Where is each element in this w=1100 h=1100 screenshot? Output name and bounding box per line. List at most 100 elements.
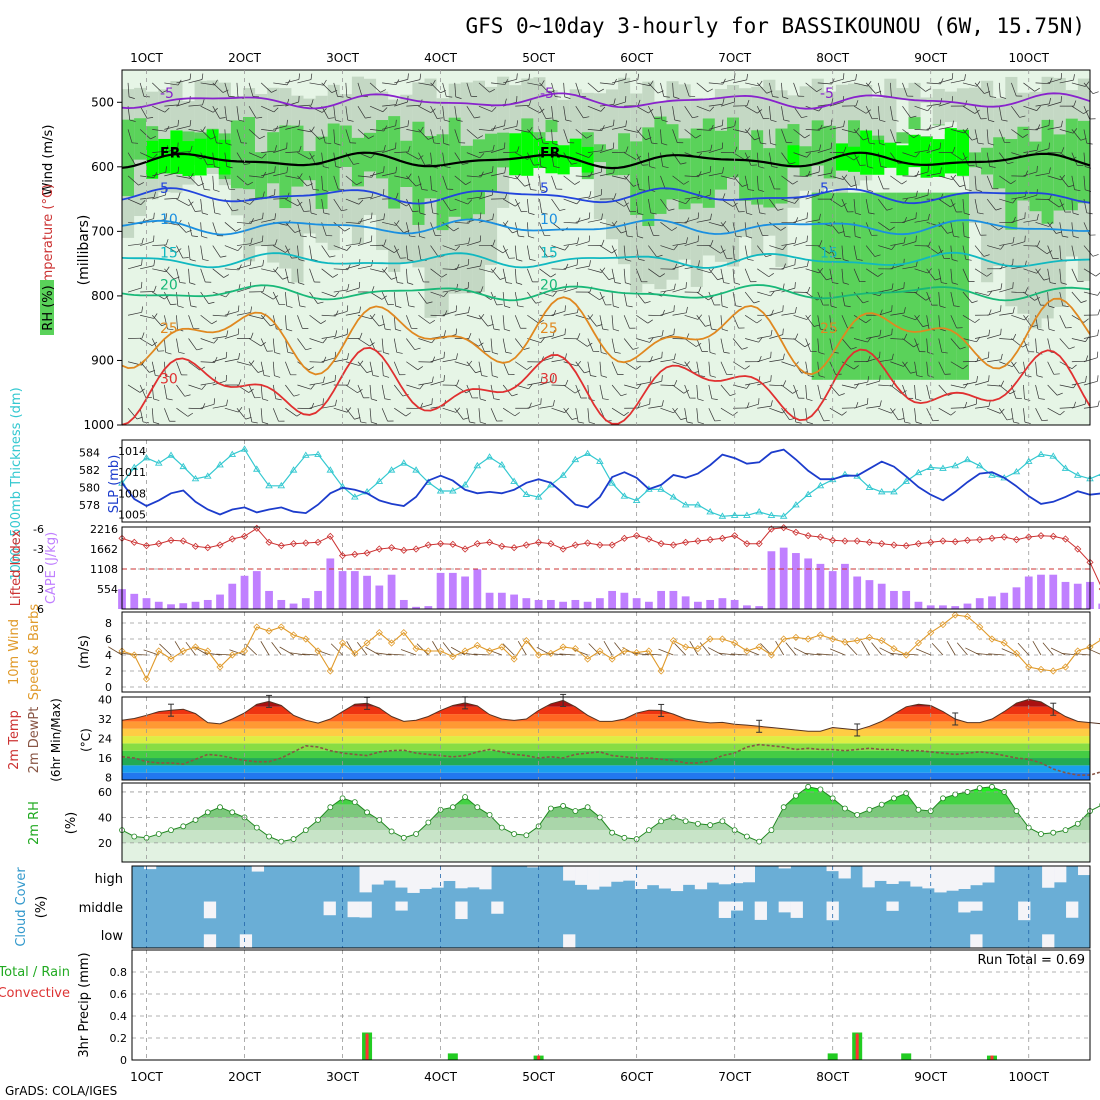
thickness-point [632,496,641,504]
wind-barb [418,403,432,409]
wind-barb [188,407,203,410]
wind-barb [720,384,731,396]
wind-barb [672,384,685,394]
wind-barb [475,370,482,374]
wind-barb [412,210,419,213]
cloud-gap [670,866,684,892]
wind-barb [504,119,506,126]
wind-barb [770,119,777,123]
wind-barb [347,379,351,386]
wind-barb [224,358,239,363]
wind-barb [346,305,349,312]
wind-barb [928,144,930,151]
rh-cell [339,125,353,167]
wind-barb [745,381,759,386]
wind-barb [153,259,156,266]
wind-barb [817,125,832,130]
wind-barb [200,291,209,304]
thickness-tick-label: 580 [79,482,100,495]
rh-cell [618,133,631,176]
wind-barb [720,222,731,234]
wind-barb [1023,129,1038,131]
wind-barb [611,407,625,416]
slp-line [121,448,1100,516]
wind-barb [554,96,562,98]
lifted-index-point [694,537,702,545]
wind-barb [385,328,392,331]
isotherm-label: FR [540,145,561,161]
wind-barb [684,408,688,423]
wind-barb [539,380,553,386]
wind-barb [442,129,445,144]
wind-barb [333,129,336,144]
wind-barb [698,286,702,293]
wind-barb [310,212,317,215]
wind-barb [805,338,811,352]
wind-barb [625,259,632,262]
wind-barb [772,96,779,98]
wind-barb [1022,343,1028,348]
wind-barb [1038,398,1045,400]
wind-barb [769,198,778,211]
lifted-index-tick-label: 0 [37,563,44,576]
rh-point [854,811,861,818]
wind-barb [200,314,212,325]
wind-barb [807,286,811,293]
wind-speed-point [767,651,775,659]
wind-barb [660,245,674,251]
wind-barb [886,208,893,211]
wind-barb [708,125,723,130]
rh-point [204,809,211,816]
wind-speed-point [902,651,910,659]
wind-barb [902,152,916,158]
wind-barb [237,305,240,312]
wind-barb [962,129,973,141]
thickness-point [228,450,237,457]
wind-barb [442,642,454,656]
wind-barb [514,268,517,283]
wind-barb [927,106,932,112]
wind-barb [213,398,215,405]
rh-cell [799,146,813,177]
wind-barb [962,403,977,409]
wind-barb [504,192,508,199]
cape-bar [142,598,151,609]
wind-barb [200,245,204,260]
wind-barb [1085,375,1087,382]
wind-barb [1072,235,1079,239]
wind-barb [190,305,197,308]
wind-barb [1080,138,1087,141]
wind-barb [660,222,672,231]
wind-barb [793,82,799,97]
rh-cell [291,95,304,283]
thickness-tick-label: 578 [79,499,100,512]
wind-barb [890,82,892,97]
wind-barb [644,301,651,304]
lifted-index-point [755,540,763,548]
wind-speed-point [424,647,432,655]
wind-barb [732,245,735,260]
thickness-point [522,490,531,497]
cloud-gap [443,866,456,881]
wind-barb [747,258,754,261]
rh-point [1074,820,1081,827]
lifted-index-point [412,545,420,553]
cloud-gap [706,866,720,883]
wind-barb [224,129,227,144]
wind-speed-point [289,631,298,639]
wind-barb [442,407,457,413]
wind-barb [757,335,772,339]
wind-barb [466,82,472,97]
wind-barb [419,212,426,215]
wind-barb [611,361,618,375]
wind-barb [164,245,177,253]
wind-barb [383,166,385,173]
wind-barb [999,408,1005,414]
wind-barb [685,282,687,289]
precip-convective-bar [537,1055,541,1060]
wind-barb [838,231,845,234]
wind-barb [273,198,288,200]
wind-barb [261,129,276,132]
wind-barb [829,101,844,107]
wind-barb [925,88,931,92]
